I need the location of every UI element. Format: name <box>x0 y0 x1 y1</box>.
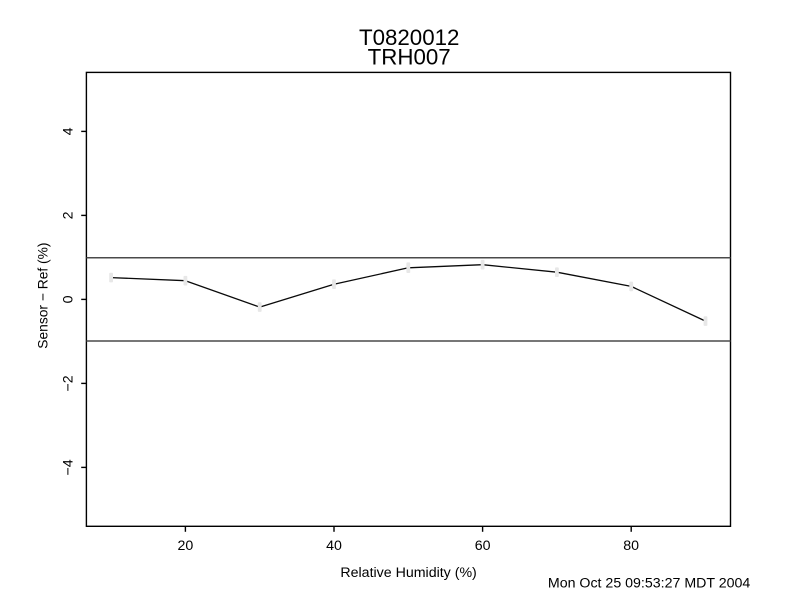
svg-text:Relative Humidity (%): Relative Humidity (%) <box>340 565 476 581</box>
svg-text:0: 0 <box>61 295 77 303</box>
svg-text:T0820012: T0820012 <box>359 25 459 50</box>
svg-text:−2: −2 <box>61 375 77 391</box>
svg-text:4: 4 <box>61 127 77 135</box>
svg-text:2: 2 <box>61 211 77 219</box>
svg-text:Mon Oct 25 09:53:27 MDT 2004: Mon Oct 25 09:53:27 MDT 2004 <box>548 576 751 592</box>
svg-text:Sensor − Ref (%): Sensor − Ref (%) <box>35 242 50 348</box>
svg-text:40: 40 <box>326 538 342 554</box>
svg-text:−4: −4 <box>61 459 77 475</box>
svg-text:60: 60 <box>475 538 491 554</box>
svg-text:20: 20 <box>178 538 194 554</box>
svg-text:80: 80 <box>623 538 639 554</box>
svg-text:TRH007: TRH007 <box>368 44 451 69</box>
